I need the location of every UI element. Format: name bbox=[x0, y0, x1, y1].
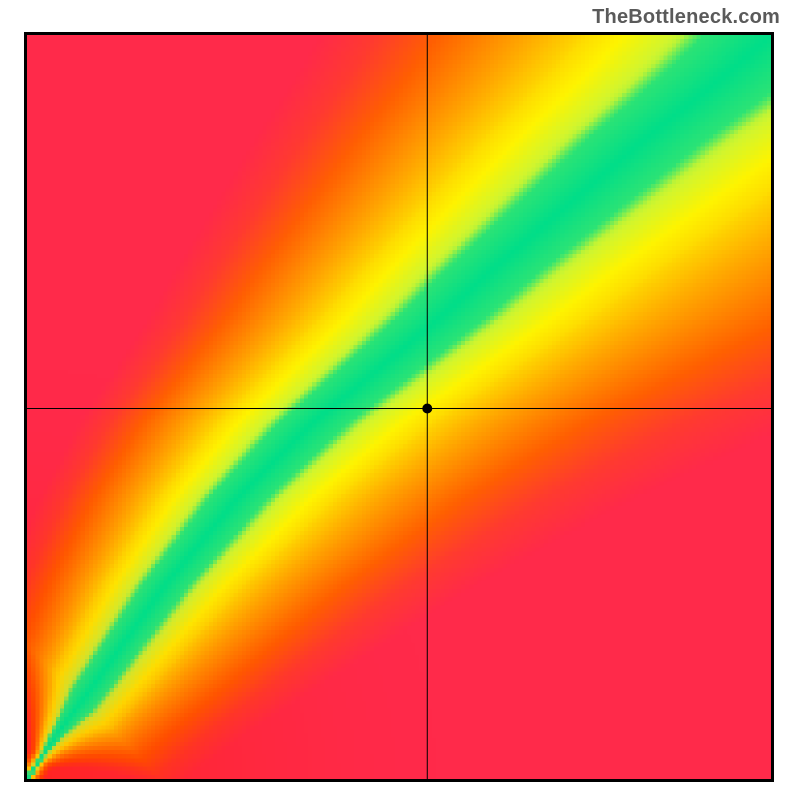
plot-frame bbox=[24, 32, 774, 782]
chart-container: TheBottleneck.com bbox=[0, 0, 800, 800]
bottleneck-heatmap bbox=[27, 35, 771, 779]
watermark-text: TheBottleneck.com bbox=[592, 6, 780, 29]
